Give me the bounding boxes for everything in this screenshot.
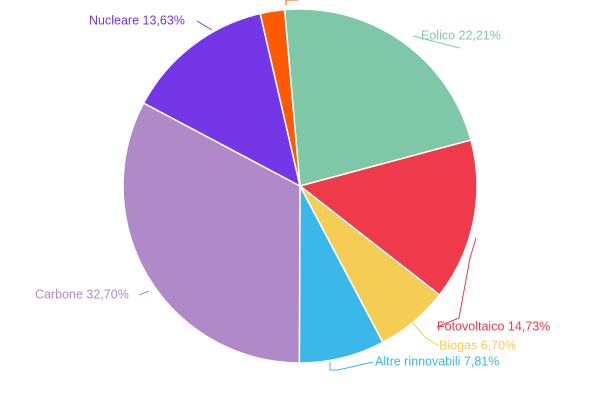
pie-slice-fotovoltaico: [298, 139, 478, 296]
pie-slice-other: [259, 8, 301, 187]
leader-line-fotovoltaico: [436, 237, 477, 328]
slice-label-carbone: Carbone 32,70%: [35, 287, 129, 301]
slices-layer: [122, 8, 478, 364]
slice-label-fotovoltaico: Fotovoltaico 14,73%: [437, 319, 550, 333]
leader-line-eolico: [412, 35, 461, 49]
leader-lines-layer: [138, 0, 477, 371]
leader-line-other: [285, 0, 298, 5]
leader-line-biogas: [411, 321, 440, 347]
pie-slice-nucleare: [142, 12, 302, 188]
leader-line-carbone: [138, 290, 150, 296]
pie-slice-eolico: [283, 8, 472, 187]
slice-label-eolico: Eolico 22,21%: [421, 28, 501, 42]
labels-layer: Eolico 22,21% Fotovoltaico 14,73% Biogas 6…: [35, 13, 550, 368]
slice-label-altre-rinnovabili: Altre rinnovabili 7,81%: [375, 354, 499, 368]
leader-line-altre-rinnovabili: [329, 361, 374, 371]
slice-label-nucleare: Nucleare 13,63%: [89, 13, 185, 27]
pie-slice-carbone: [122, 102, 301, 364]
slice-label-biogas: Biogas 6,70%: [439, 338, 516, 352]
leader-line-nucleare: [196, 20, 213, 31]
